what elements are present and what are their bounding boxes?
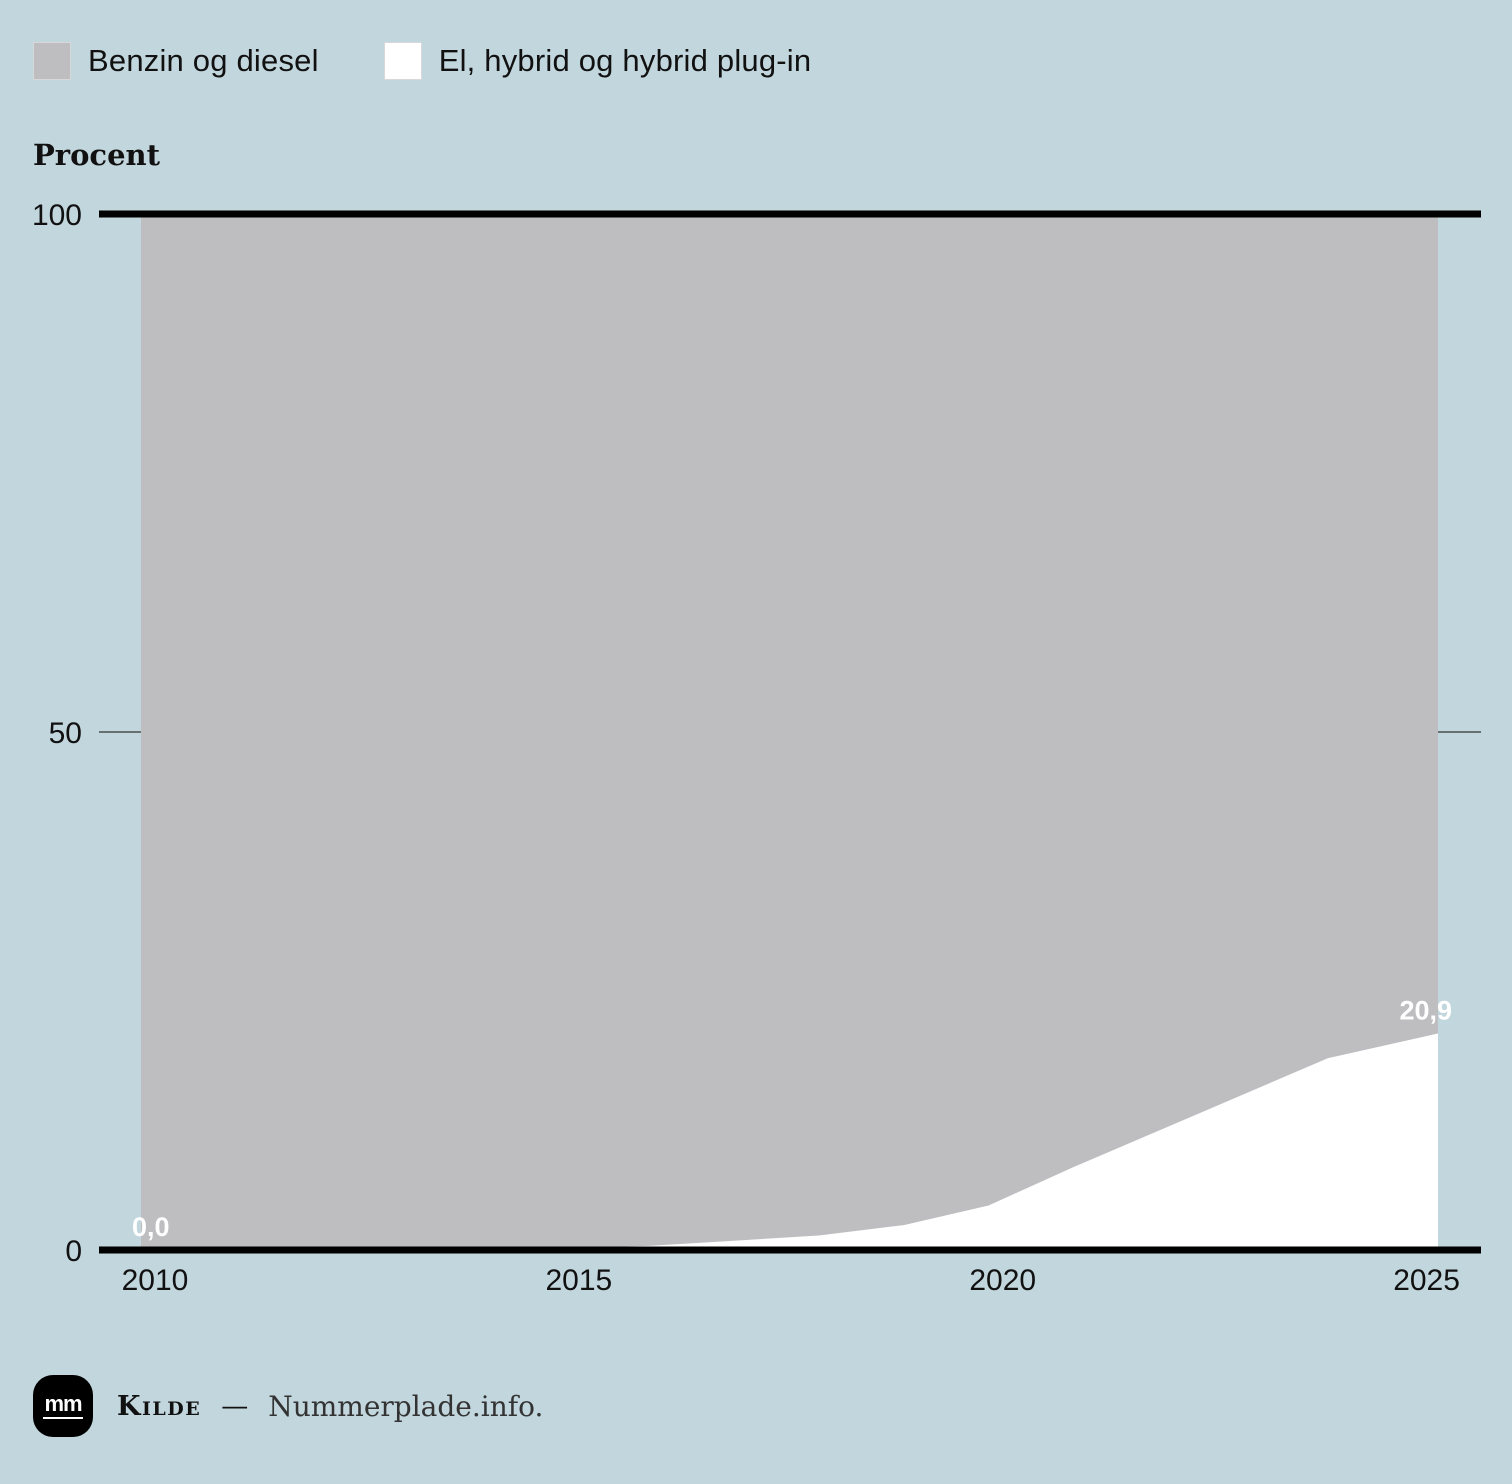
area-el-hybrid xyxy=(141,1033,1438,1250)
source-kicker: Kilde xyxy=(117,1390,202,1422)
x-tick-label-2020: 2020 xyxy=(969,1264,1036,1297)
y-tick-label-100: 100 xyxy=(32,199,82,232)
legend-item-benzin-diesel: Benzin og diesel xyxy=(33,42,319,80)
x-tick-label-2025: 2025 xyxy=(1393,1264,1460,1297)
legend-label-benzin-diesel: Benzin og diesel xyxy=(88,43,319,78)
logo-underline xyxy=(43,1416,83,1419)
legend-swatch-benzin-diesel xyxy=(33,42,71,80)
data-label-end: 20,9 xyxy=(1399,995,1452,1025)
source-dash: — xyxy=(221,1390,249,1422)
y-axis-label: Procent xyxy=(33,138,161,172)
publisher-logo: mm xyxy=(33,1375,93,1437)
source-text: Nummerplade.info. xyxy=(268,1389,544,1423)
legend-item-el-hybrid: El, hybrid og hybrid plug-in xyxy=(383,42,812,80)
footer: mm Kilde — Nummerplade.info. xyxy=(33,1375,543,1437)
x-tick-label-2015: 2015 xyxy=(545,1264,612,1297)
area-chart: 0 50 100 2010 2015 2020 2025 0,0 20,9 xyxy=(32,199,1481,1297)
x-tick-label-2010: 2010 xyxy=(122,1264,189,1297)
y-tick-label-50: 50 xyxy=(49,717,82,750)
data-label-start: 0,0 xyxy=(132,1212,170,1242)
legend-swatch-el-hybrid xyxy=(383,42,422,80)
legend: Benzin og diesel El, hybrid og hybrid pl… xyxy=(33,42,876,80)
area-benzin-diesel xyxy=(141,214,1438,1250)
legend-label-el-hybrid: El, hybrid og hybrid plug-in xyxy=(438,43,812,78)
y-tick-label-0: 0 xyxy=(65,1235,82,1268)
logo-text: mm xyxy=(44,1390,82,1416)
